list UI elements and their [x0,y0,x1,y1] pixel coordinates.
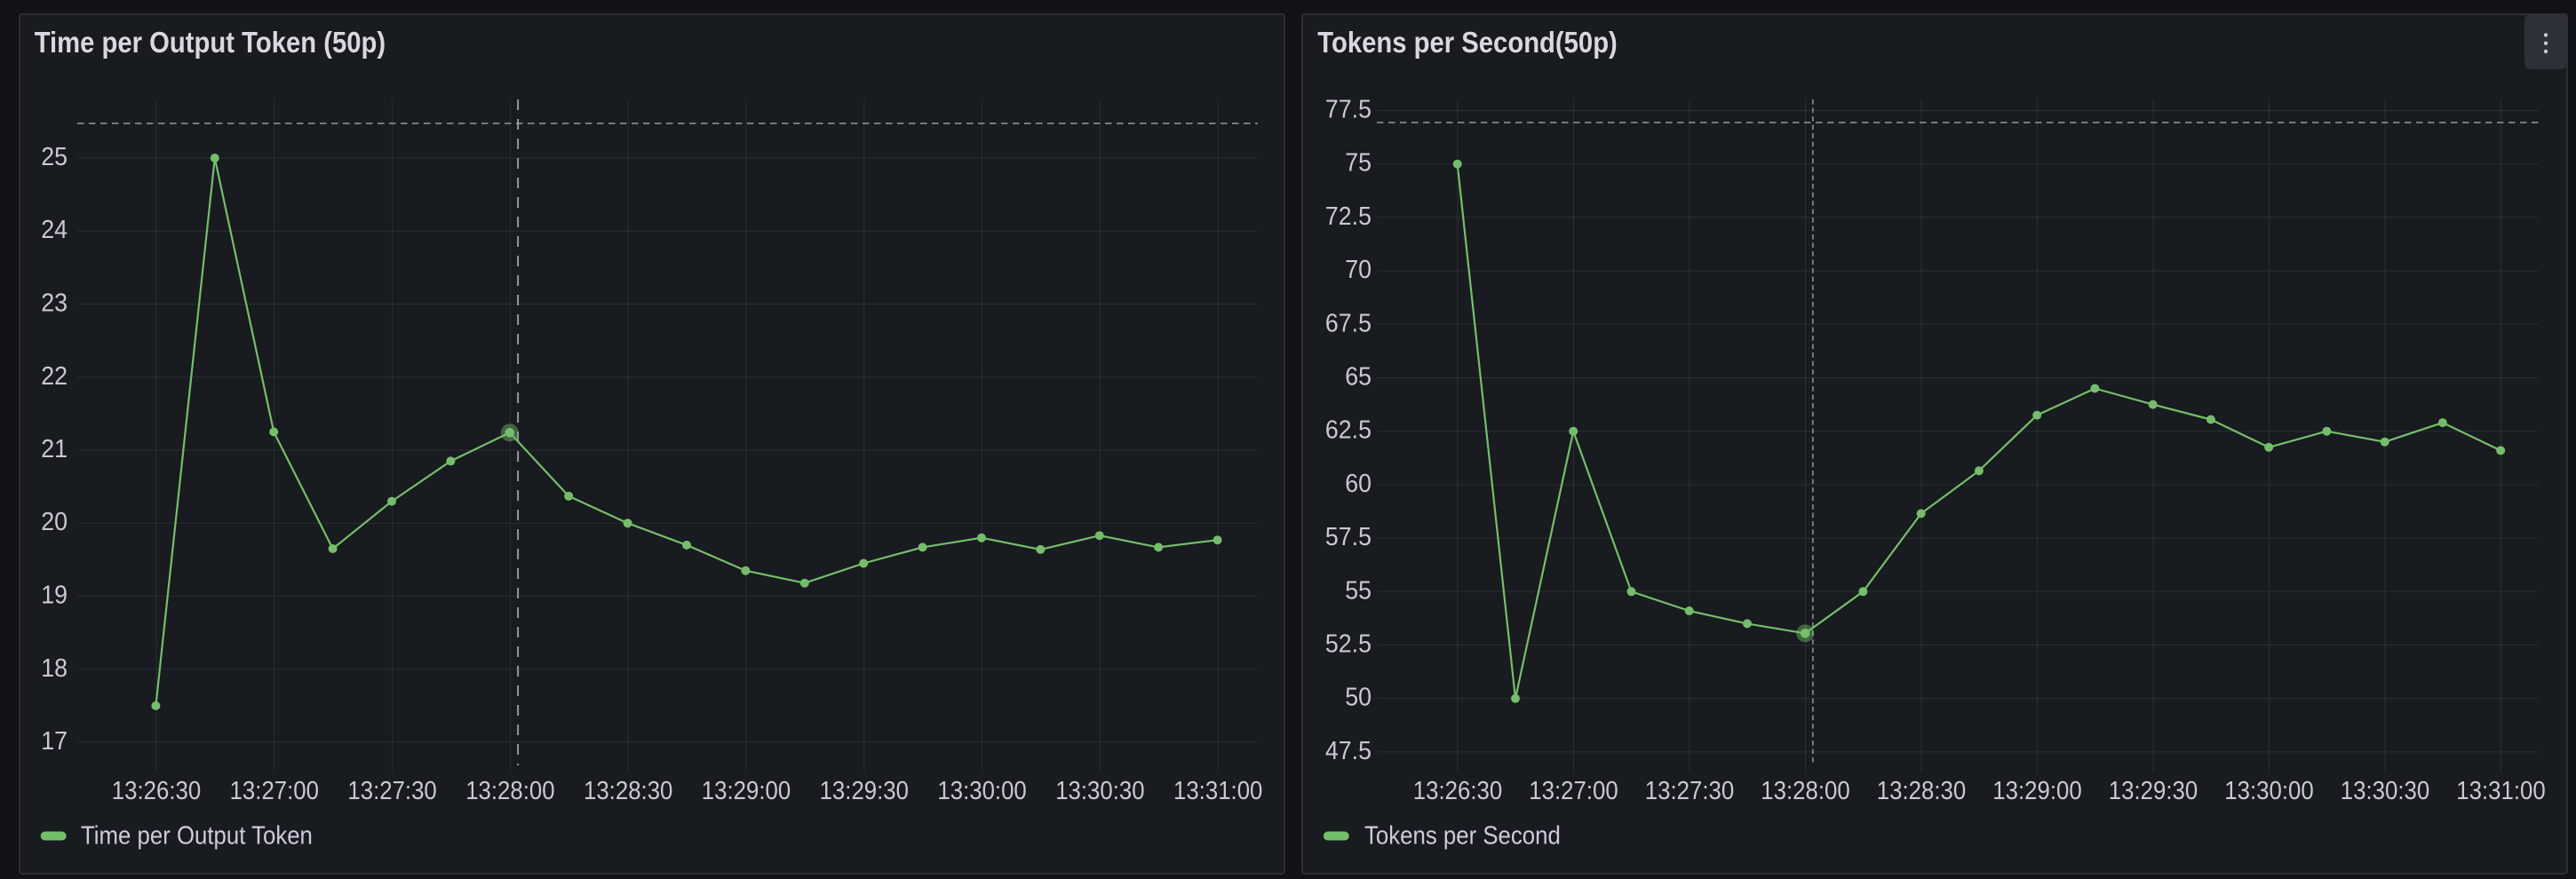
svg-text:13:27:00: 13:27:00 [230,777,319,805]
svg-text:18: 18 [41,654,68,683]
svg-text:13:30:30: 13:30:30 [2341,777,2429,805]
svg-text:13:27:00: 13:27:00 [1529,777,1618,805]
svg-text:67.5: 67.5 [1325,309,1371,337]
svg-text:13:28:00: 13:28:00 [1761,777,1849,805]
svg-text:13:28:30: 13:28:30 [1877,777,1966,805]
svg-text:55: 55 [1345,576,1371,605]
svg-text:52.5: 52.5 [1325,630,1371,659]
svg-text:20: 20 [41,508,68,536]
svg-text:47.5: 47.5 [1325,737,1371,765]
svg-text:13:27:30: 13:27:30 [347,777,436,805]
svg-text:21: 21 [41,435,68,463]
svg-text:13:31:00: 13:31:00 [1173,777,1262,805]
svg-text:19: 19 [41,582,68,610]
svg-text:24: 24 [41,216,68,244]
svg-text:Tokens per Second: Tokens per Second [1364,821,1561,850]
svg-text:62.5: 62.5 [1325,416,1371,445]
svg-text:13:30:00: 13:30:00 [937,777,1026,805]
svg-text:77.5: 77.5 [1325,96,1371,124]
svg-text:23: 23 [41,289,68,318]
svg-text:22: 22 [41,362,68,391]
svg-text:13:26:30: 13:26:30 [112,777,201,805]
svg-text:60: 60 [1345,470,1371,498]
svg-text:65: 65 [1345,363,1371,392]
svg-text:70: 70 [1345,256,1371,284]
svg-text:13:30:30: 13:30:30 [1055,777,1144,805]
svg-text:13:28:30: 13:28:30 [584,777,672,805]
svg-text:13:29:00: 13:29:00 [702,777,791,805]
svg-text:13:29:30: 13:29:30 [820,777,909,805]
svg-text:50: 50 [1345,684,1371,712]
svg-text:13:26:30: 13:26:30 [1413,777,1502,805]
svg-text:17: 17 [41,727,68,756]
svg-text:57.5: 57.5 [1325,523,1371,551]
svg-text:13:31:00: 13:31:00 [2456,777,2545,805]
svg-text:25: 25 [41,143,68,171]
svg-text:13:28:00: 13:28:00 [465,777,554,805]
svg-text:Tokens per Second(50p): Tokens per Second(50p) [1317,27,1618,59]
svg-text:13:29:30: 13:29:30 [2109,777,2198,805]
svg-text:13:27:30: 13:27:30 [1645,777,1734,805]
svg-text:75: 75 [1345,149,1371,178]
svg-text:Time per Output Token (50p): Time per Output Token (50p) [35,27,386,59]
svg-text:72.5: 72.5 [1325,202,1371,231]
svg-text:Time per Output Token: Time per Output Token [81,821,313,850]
svg-text:13:29:00: 13:29:00 [1992,777,2081,805]
svg-text:13:30:00: 13:30:00 [2224,777,2313,805]
